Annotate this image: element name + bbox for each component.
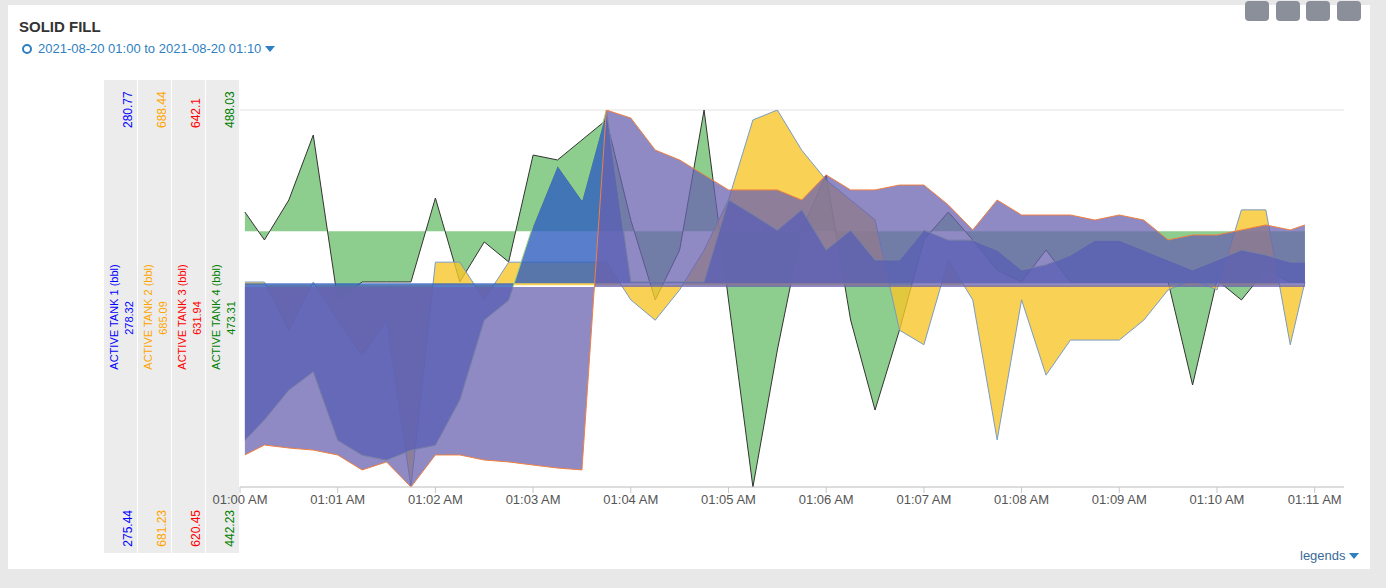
svg-text:275.44: 275.44 — [121, 510, 135, 547]
html-text:685.09: 685.09 — [157, 301, 169, 335]
html-text:ACTIVE TANK 3 (bbl): ACTIVE TANK 3 (bbl) — [176, 264, 188, 370]
svg-text:488.03: 488.03 — [223, 91, 237, 128]
svg-text:01:05 AM: 01:05 AM — [701, 492, 756, 507]
svg-text:688.44: 688.44 — [155, 91, 169, 128]
html-text:SOLID FILL: SOLID FILL — [19, 18, 101, 35]
svg-text:01:02 AM: 01:02 AM — [408, 492, 463, 507]
svg-text:01:06 AM: 01:06 AM — [799, 492, 854, 507]
html-text:ACTIVE TANK 4 (bbl): ACTIVE TANK 4 (bbl) — [210, 264, 222, 370]
svg-text:681.23: 681.23 — [155, 510, 169, 547]
html-text:631.94: 631.94 — [191, 301, 203, 335]
html-text:ACTIVE TANK 1 (bbl): ACTIVE TANK 1 (bbl) — [108, 264, 120, 370]
svg-text:642.1: 642.1 — [189, 98, 203, 128]
html-text:278.32: 278.32 — [123, 301, 135, 335]
html-text:ACTIVE TANK 2 (bbl): ACTIVE TANK 2 (bbl) — [142, 264, 154, 370]
svg-text:01:04 AM: 01:04 AM — [603, 492, 658, 507]
html-text:2021-08-20 01:00 to 2021-08-20: 2021-08-20 01:00 to 2021-08-20 01:10 — [38, 41, 262, 56]
svg-text:280.77: 280.77 — [121, 91, 135, 128]
svg-text:01:07 AM: 01:07 AM — [896, 492, 951, 507]
html-text:473.31: 473.31 — [225, 301, 237, 335]
svg-text:01:00 AM: 01:00 AM — [213, 492, 268, 507]
svg-text:442.23: 442.23 — [223, 510, 237, 547]
svg-text:01:01 AM: 01:01 AM — [310, 492, 365, 507]
svg-text:01:03 AM: 01:03 AM — [506, 492, 561, 507]
svg-text:01:11 AM: 01:11 AM — [1288, 492, 1342, 507]
svg-text:620.45: 620.45 — [189, 510, 203, 547]
svg-text:01:10 AM: 01:10 AM — [1190, 492, 1245, 507]
svg-text:01:09 AM: 01:09 AM — [1092, 492, 1147, 507]
html-text:legends: legends — [1300, 548, 1346, 563]
svg-text:01:08 AM: 01:08 AM — [994, 492, 1049, 507]
